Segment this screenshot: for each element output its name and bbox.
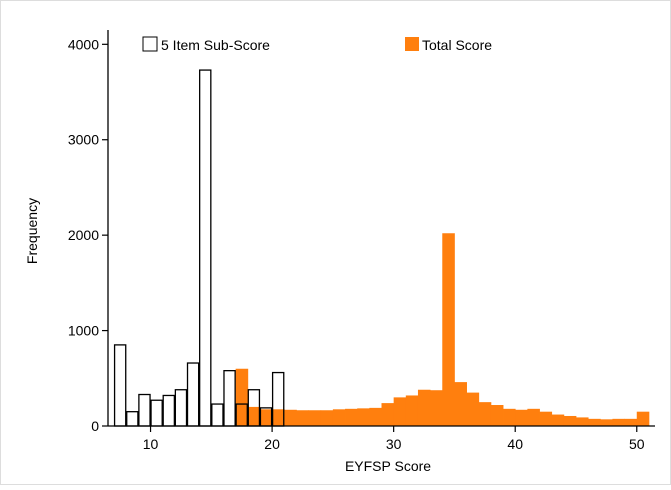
total-score-bar [515,409,528,426]
total-score-bar [600,419,613,426]
total-score-bar [551,414,565,426]
total-score-bar [624,418,638,426]
total-score-bar [478,402,492,426]
total-score-bar [345,408,358,426]
total-score-bar [284,409,297,426]
y-tick-label: 4000 [68,36,99,52]
total-score-bar [466,392,480,426]
y-tick-label: 2000 [68,227,99,243]
total-score-bar [296,410,309,426]
legend-label-total-score: Total Score [422,37,492,53]
total-score-bars [235,233,650,426]
legend-swatch-total-score [405,37,419,51]
total-score-bar [636,411,650,426]
y-tick-label: 0 [91,418,99,434]
total-score-bar [393,397,407,426]
total-score-bar [235,368,249,426]
total-score-bar [575,417,589,426]
total-score-bar [527,408,540,426]
total-score-bar [503,408,516,426]
total-score-bar [369,407,382,426]
x-tick-label: 20 [264,436,280,452]
total-score-bar [563,415,577,426]
total-score-bar [247,406,261,426]
total-score-bar [612,418,626,426]
total-score-bar [259,409,273,426]
y-axis-title: Frequency [24,198,40,264]
legend: 5 Item Sub-Score Total Score [142,36,492,53]
total-score-bar [381,403,395,426]
total-score-bar [442,233,455,426]
total-score-bar [320,410,334,426]
legend-swatch-sub-score [142,36,158,52]
total-score-bar [332,409,346,426]
total-score-bar [405,395,419,426]
total-score-bar [357,408,370,426]
x-tick-label: 10 [143,436,159,452]
x-axis-title: EYFSP Score [345,458,431,474]
total-score-bar [417,389,431,426]
axes: 0 1000 2000 3000 4000 10 20 30 40 50 [68,30,655,452]
y-tick-label: 3000 [68,132,99,148]
legend-label-sub-score: 5 Item Sub-Score [161,37,270,53]
total-score-bar [454,382,467,426]
x-tick-label: 30 [386,436,402,452]
total-score-bar [308,410,322,426]
total-score-bar [490,405,504,426]
total-score-bar [430,390,443,426]
total-score-bar [539,411,553,426]
total-score-bar [272,409,285,426]
y-tick-label: 1000 [68,323,99,339]
x-tick-label: 40 [507,436,523,452]
total-score-bar [588,418,601,426]
x-tick-label: 50 [629,436,645,452]
